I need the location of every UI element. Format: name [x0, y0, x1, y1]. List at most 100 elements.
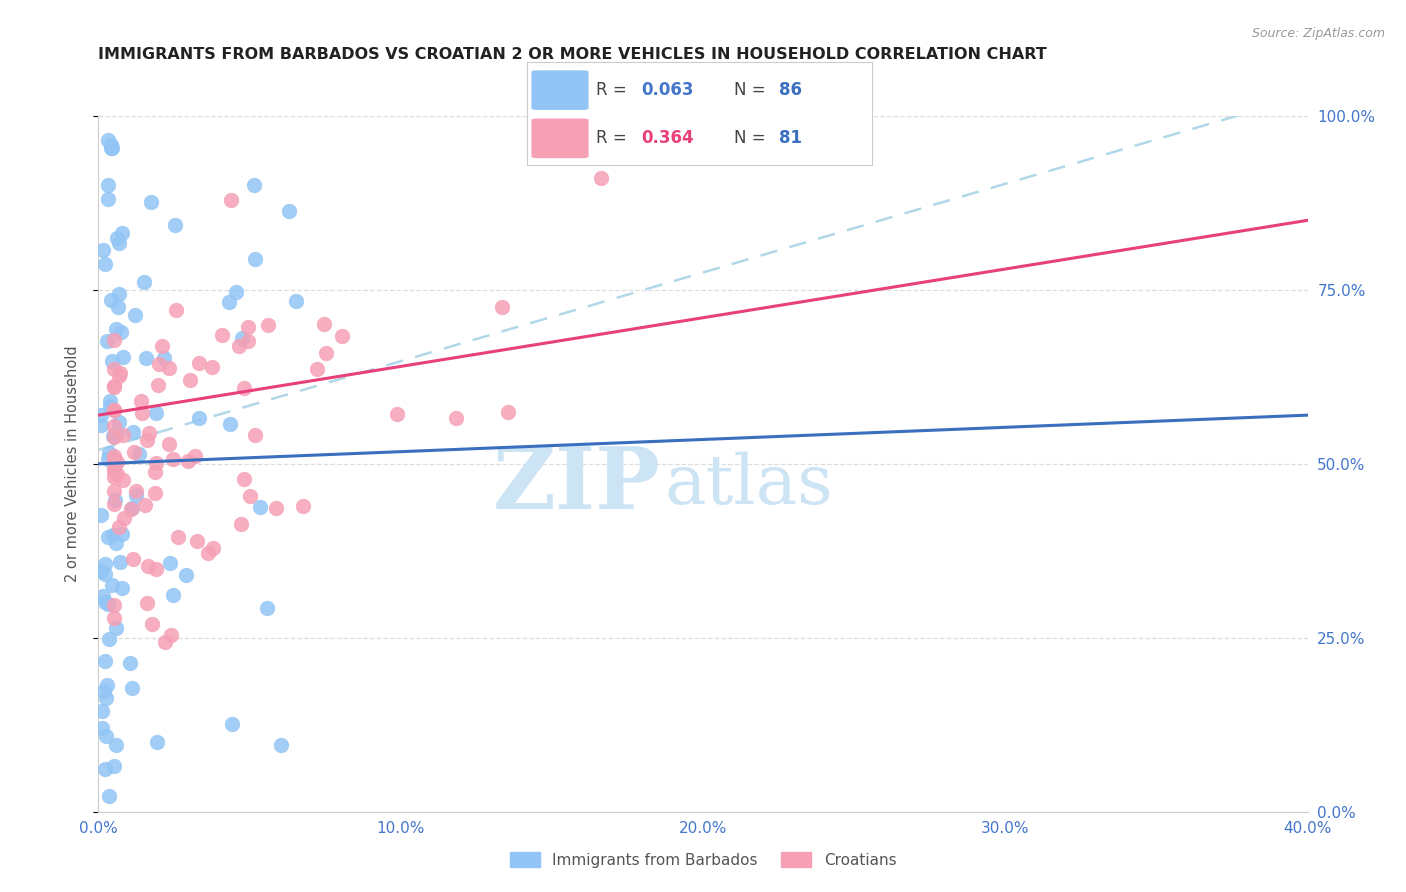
- Point: [179, 373, 201, 387]
- Point: [135, 351, 157, 366]
- Point: [145, 562, 167, 576]
- Text: 81: 81: [779, 129, 801, 147]
- FancyBboxPatch shape: [530, 118, 589, 159]
- Point: [232, 381, 254, 395]
- Point: [94, 654, 117, 668]
- Point: [491, 301, 513, 315]
- Point: [150, 339, 173, 353]
- Point: [153, 635, 176, 649]
- Point: [121, 551, 143, 566]
- Point: [111, 582, 134, 596]
- Point: [101, 527, 124, 541]
- Point: [256, 318, 278, 332]
- Point: [98, 399, 121, 413]
- Point: [91, 721, 114, 735]
- Point: [103, 379, 125, 393]
- Point: [108, 520, 131, 534]
- Point: [104, 492, 127, 507]
- Point: [100, 141, 122, 155]
- Point: [125, 488, 148, 502]
- Point: [97, 451, 120, 466]
- Point: [112, 511, 135, 525]
- Point: [104, 536, 127, 550]
- Point: [166, 530, 188, 544]
- Point: [270, 739, 292, 753]
- Point: [96, 334, 118, 348]
- Point: [103, 470, 125, 484]
- Text: R =: R =: [596, 81, 633, 99]
- Text: 86: 86: [779, 81, 801, 99]
- Point: [105, 231, 128, 245]
- Point: [97, 632, 120, 646]
- Point: [231, 330, 253, 344]
- Point: [120, 656, 142, 670]
- Point: [97, 178, 120, 192]
- Point: [105, 322, 128, 336]
- Point: [110, 325, 132, 339]
- Point: [285, 293, 308, 308]
- Point: [103, 449, 125, 463]
- Point: [90, 564, 112, 578]
- Point: [104, 739, 127, 753]
- Point: [108, 366, 131, 380]
- Point: [139, 194, 162, 209]
- Point: [111, 428, 134, 442]
- Point: [236, 320, 259, 334]
- Point: [165, 219, 187, 233]
- Point: [97, 789, 120, 803]
- Point: [122, 445, 145, 459]
- Point: [218, 417, 240, 431]
- Point: [211, 328, 233, 343]
- Point: [153, 351, 176, 365]
- Point: [103, 430, 125, 444]
- Point: [97, 133, 120, 147]
- Y-axis label: 2 or more Vehicles in Household: 2 or more Vehicles in Household: [65, 345, 80, 582]
- Text: Source: ZipAtlas.com: Source: ZipAtlas.com: [1251, 27, 1385, 40]
- Point: [107, 301, 129, 315]
- Point: [97, 598, 120, 612]
- Point: [111, 350, 134, 364]
- Point: [93, 566, 115, 581]
- Point: [243, 428, 266, 442]
- Point: [128, 447, 150, 461]
- Point: [101, 429, 124, 443]
- Point: [236, 334, 259, 349]
- Point: [103, 402, 125, 417]
- Text: N =: N =: [734, 81, 770, 99]
- Point: [330, 329, 353, 343]
- Point: [94, 557, 117, 571]
- Point: [146, 734, 169, 748]
- Point: [221, 193, 243, 207]
- Point: [312, 317, 335, 331]
- Point: [103, 497, 125, 511]
- Point: [125, 484, 148, 499]
- Point: [101, 353, 124, 368]
- Point: [103, 379, 125, 393]
- Point: [278, 203, 301, 218]
- Point: [97, 193, 120, 207]
- Point: [176, 568, 198, 582]
- Point: [105, 425, 128, 440]
- Text: 0.364: 0.364: [641, 129, 693, 147]
- Point: [105, 455, 128, 469]
- Point: [183, 449, 205, 463]
- Text: R =: R =: [596, 129, 633, 147]
- Point: [145, 457, 167, 471]
- Point: [94, 729, 117, 743]
- Point: [197, 546, 219, 560]
- Point: [249, 500, 271, 514]
- Point: [91, 590, 114, 604]
- Point: [112, 473, 135, 487]
- Point: [141, 616, 163, 631]
- Point: [90, 409, 112, 423]
- Point: [176, 454, 198, 468]
- Point: [232, 472, 254, 486]
- Point: [93, 684, 115, 698]
- Point: [97, 446, 120, 460]
- Point: [143, 466, 166, 480]
- Point: [103, 461, 125, 475]
- Point: [94, 257, 117, 271]
- Point: [132, 275, 155, 289]
- Point: [100, 393, 122, 408]
- Point: [221, 717, 243, 731]
